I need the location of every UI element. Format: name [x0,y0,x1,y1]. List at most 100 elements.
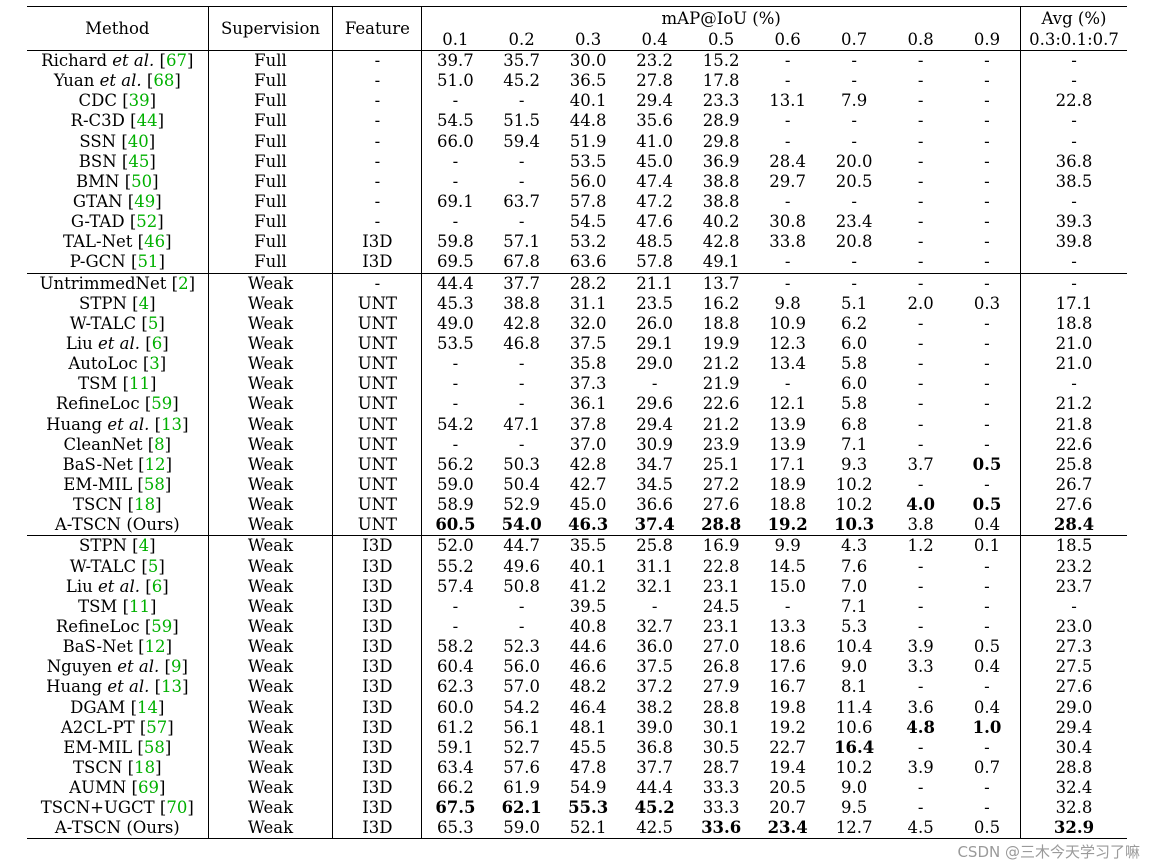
cell-map: 42.8 [569,454,607,474]
cell-map: 60.0 [437,697,474,717]
citation-link[interactable]: 57 [146,717,168,737]
citation-link[interactable]: 18 [134,495,156,515]
cell-map: 57.1 [503,232,541,252]
citation-link[interactable]: 11 [129,596,151,616]
citation-link[interactable]: 6 [151,334,163,354]
cell-map: 7.1 [841,596,868,616]
cell-map: 16.2 [702,293,740,313]
cell-supervision: Weak [208,657,334,678]
citation-link[interactable]: 58 [143,475,165,495]
cell-map: - [452,374,459,394]
cell-map: 52.1 [554,818,622,840]
citation-link[interactable]: 46 [144,232,166,252]
best-value: 55.3 [568,798,609,818]
citation-link[interactable]: 52 [136,212,158,232]
best-value: 45.2 [634,798,675,818]
table-body: Richard et al. [67] Full -39.7 35.7 30.0 23.2… [27,50,1127,840]
citation-link[interactable]: 44 [136,111,158,131]
table-row: TSM [11] Weak I3D - - 39.5 - 24.5 - 7.1 - - - [27,596,1127,617]
cell-map: - [784,131,791,151]
cell-map: 45.0 [569,495,607,515]
cell-map: - [953,616,1021,638]
cell-map: 18.8 [702,313,740,333]
citation-link[interactable]: 50 [131,171,153,191]
citation-link[interactable]: 4 [138,536,150,556]
table-row: Huang et al. [13] Weak UNT 54.2 47.1 37.8 29.4… [27,414,1127,435]
citation-link[interactable]: 11 [129,374,151,394]
cell-feature: UNT [332,515,423,536]
citation-link[interactable]: 59 [151,394,173,414]
cell-map: 40.1 [569,91,607,111]
citation-link[interactable]: 12 [144,454,166,474]
cell-map: - [917,677,924,697]
citation-link[interactable]: 4 [138,293,150,313]
cell-feature: I3D [332,697,423,718]
cell-map: - [953,354,1021,375]
citation-link[interactable]: 13 [161,414,183,434]
cell-map: - [953,414,1021,435]
citation-link[interactable]: 9 [170,657,182,677]
cell-map: - [518,617,525,636]
cell-supervision: Weak [208,737,334,758]
cell-map: 21.2 [702,414,740,434]
cell-feature: UNT [332,414,423,435]
cell-supervision: Weak [208,616,334,638]
citation-link[interactable]: 67 [165,51,187,71]
cell-map: 46.6 [569,657,607,677]
citation-link[interactable]: 68 [153,71,175,91]
cell-map: 22.8 [702,556,740,576]
cell-supervision: Weak [208,596,334,617]
cell-map: 4.0 [887,495,954,515]
cell-map: 57.4 [437,576,474,596]
cell-map: - [953,556,1021,577]
cell-avg: 32.4 [1055,778,1093,798]
citation-link[interactable]: 18 [134,757,156,777]
cell-method: SSN [40] [27,131,209,152]
method-name: Richard [41,51,108,71]
citation-link[interactable]: 3 [149,354,160,374]
method-name: RefineLoc [55,394,140,414]
best-value: 62.1 [501,798,542,818]
cell-map: 30.9 [636,434,674,454]
cell-supervision: Full [208,191,334,213]
cell-avg: 18.8 [1055,313,1093,333]
cell-feature: I3D [332,657,423,678]
best-value: 4.8 [906,717,936,737]
cell-feature: I3D [332,717,423,738]
cell-map: 13.7 [687,272,755,294]
cell-map: 27.6 [702,495,740,515]
citation-link[interactable]: 6 [151,576,163,596]
table-row: W-TALC [5] Weak UNT 49.0 42.8 32.0 26.0 18.8 10.… [27,313,1127,334]
citation-link[interactable]: 58 [143,737,165,757]
cell-map: 48.2 [569,677,607,697]
citation-link[interactable]: 45 [128,151,150,171]
citation-link[interactable]: 51 [137,252,159,272]
citation-link[interactable]: 5 [147,556,159,576]
citation-link[interactable]: 59 [151,617,173,636]
cell-map: 19.4 [769,757,807,777]
cell-method: TSM [11] [27,596,209,617]
table-row: Yuan et al. [68] Full -51.0 45.2 36.5 27.8 17.… [27,71,1127,92]
citation-link[interactable]: 14 [137,697,159,717]
citation-link[interactable]: 12 [144,637,166,657]
citation-link[interactable]: 49 [134,192,156,212]
cell-map: 40.8 [569,617,607,636]
citation-link[interactable]: 39 [128,91,150,111]
cell-map: 36.1 [569,394,607,414]
best-value: 46.3 [568,515,609,535]
citation-link[interactable]: 8 [154,434,165,454]
citation-link[interactable]: 13 [161,677,183,697]
cell-map: 49.0 [437,313,474,333]
method-name: BaS-Net [62,454,133,474]
method-name: A2CL-PT [60,717,135,737]
citation-link[interactable]: 40 [127,131,149,151]
citation-link[interactable]: 70 [166,798,188,818]
citation-link[interactable]: 69 [138,778,159,798]
cell-map: 54.5 [437,111,474,131]
citation-link[interactable]: 5 [147,313,159,333]
method-name: EM-MIL [63,475,133,495]
citation-link[interactable]: 2 [178,273,189,293]
cell-map: 33.8 [769,232,807,252]
cell-map: - [917,334,924,354]
cell-map: 54.9 [569,778,607,798]
